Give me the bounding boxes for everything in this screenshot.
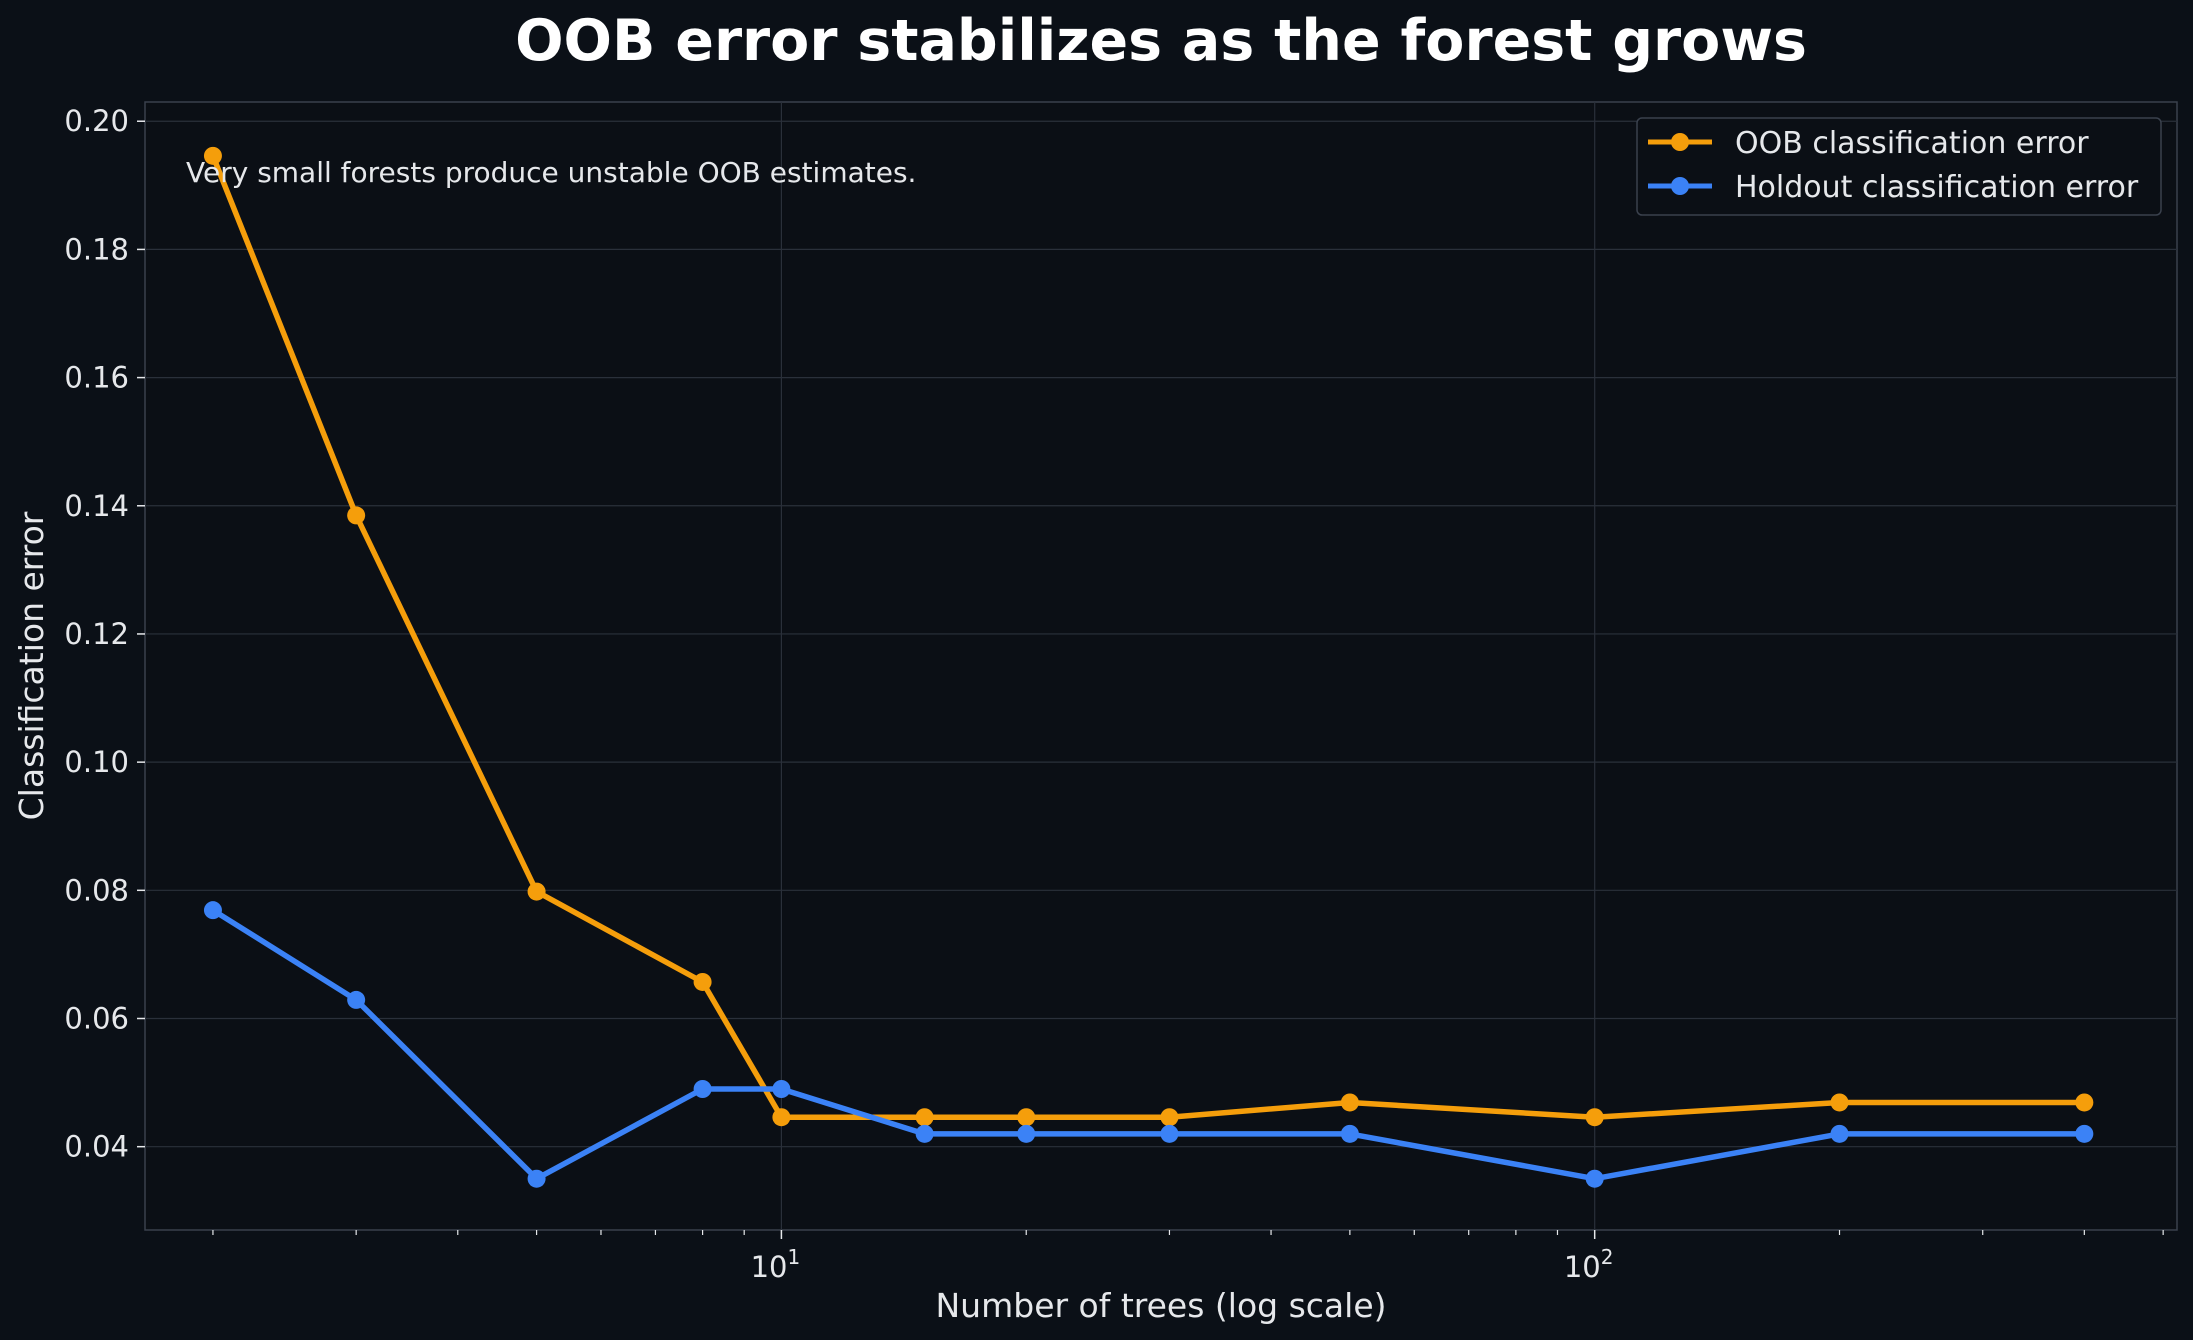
data-point-1 <box>1017 1124 1036 1143</box>
data-point-0 <box>1585 1108 1604 1127</box>
ticks: 0.04 0.06 0.08 0.10 0.12 0.14 0.16 0.18 0.20 101 1… <box>64 104 2164 1284</box>
data-point-1 <box>1830 1124 1849 1143</box>
y-tick-label: 0.06 <box>64 1002 129 1036</box>
x-axis-label: Number of trees (log scale) <box>936 1286 1387 1325</box>
grid <box>145 102 2177 1230</box>
y-tick-label: 0.18 <box>64 232 129 266</box>
data-point-0 <box>693 972 712 991</box>
y-tick-label: 0.14 <box>64 489 129 523</box>
y-axis-label: Classification error <box>12 511 51 820</box>
legend-label-oob: OOB classification error <box>1735 126 2089 161</box>
data-point-1 <box>2075 1124 2094 1143</box>
data-point-1 <box>347 990 366 1009</box>
y-tick-label: 0.20 <box>64 104 129 138</box>
x-tick-label: 101 <box>751 1245 801 1284</box>
data-point-1 <box>915 1124 934 1143</box>
y-tick-label: 0.16 <box>64 361 129 395</box>
data-point-1 <box>1160 1124 1179 1143</box>
y-tick-label: 0.04 <box>64 1130 129 1164</box>
data-point-0 <box>772 1108 791 1127</box>
legend: OOB classification error Holdout classif… <box>1636 117 2162 216</box>
y-tick-label: 0.08 <box>64 873 129 907</box>
data-point-1 <box>527 1169 546 1188</box>
y-tick-label: 0.10 <box>64 745 129 779</box>
series-line-0 <box>210 153 2088 1120</box>
data-point-1 <box>693 1080 712 1098</box>
data-point-0 <box>1340 1093 1359 1112</box>
chart-title: OOB error stabilizes as the forest grows <box>515 8 1807 74</box>
data-point-1 <box>1340 1124 1359 1143</box>
data-point-0 <box>203 146 222 165</box>
x-tick-label: 102 <box>1564 1245 1614 1284</box>
series-line-1 <box>210 907 2088 1182</box>
legend-marker-oob <box>1671 133 1689 151</box>
data-point-0 <box>527 882 546 901</box>
data-point-1 <box>1585 1169 1604 1188</box>
legend-label-holdout: Holdout classification error <box>1735 170 2139 205</box>
plot-area <box>144 101 2178 1231</box>
data-point-0 <box>1830 1093 1849 1112</box>
annotation-text: Very small forests produce unstable OOB … <box>186 156 916 189</box>
data-point-0 <box>347 506 366 525</box>
data-point-0 <box>915 1108 934 1127</box>
data-point-1 <box>203 901 222 920</box>
data-point-0 <box>1017 1108 1036 1127</box>
legend-box <box>1636 117 2162 216</box>
y-tick-label: 0.12 <box>64 617 129 651</box>
legend-marker-holdout <box>1671 177 1689 195</box>
data-point-0 <box>2075 1093 2094 1112</box>
series-layer <box>203 146 2094 1188</box>
data-point-1 <box>772 1080 791 1098</box>
data-point-0 <box>1160 1108 1179 1127</box>
